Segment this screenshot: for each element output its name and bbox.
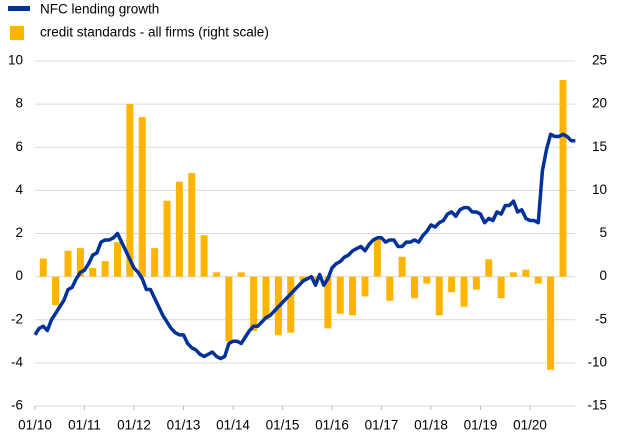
y2-tick-label: 25 <box>592 53 607 68</box>
bar <box>547 276 555 370</box>
bar <box>349 276 357 316</box>
bar <box>411 276 418 299</box>
legend-swatch-line <box>8 6 30 11</box>
bar <box>151 248 159 277</box>
x-tick-label: 01/19 <box>464 418 498 433</box>
y2-tick-label: 10 <box>592 182 607 197</box>
legend-label: NFC lending growth <box>40 2 159 17</box>
y-tick-label: 6 <box>15 139 23 154</box>
bar <box>225 276 233 342</box>
bar <box>423 276 431 284</box>
bar <box>336 276 344 314</box>
x-tick-label: 01/20 <box>513 418 547 433</box>
bar <box>250 276 258 331</box>
y2-tick-label: -15 <box>587 398 607 413</box>
y-tick-label: -4 <box>11 354 23 369</box>
y2-tick-label: 20 <box>592 96 607 111</box>
bar <box>559 79 567 277</box>
bar <box>361 276 369 297</box>
y2-tick-label: 0 <box>599 268 607 283</box>
bar <box>312 276 319 281</box>
x-tick-label: 01/13 <box>167 418 201 433</box>
bar <box>510 272 517 277</box>
x-tick-label: 01/12 <box>117 418 151 433</box>
y-tick-label: -2 <box>11 311 23 326</box>
bar <box>213 272 220 277</box>
bar <box>460 276 468 307</box>
y-tick-label: 8 <box>15 96 23 111</box>
y2-tick-label: -10 <box>587 354 607 369</box>
bar <box>175 181 183 277</box>
bar <box>188 173 196 277</box>
y-tick-label: 0 <box>15 268 23 283</box>
bar <box>534 276 542 284</box>
bar <box>472 276 480 290</box>
bar <box>324 276 332 329</box>
bar <box>76 248 84 277</box>
x-tick-label: 01/10 <box>18 418 52 433</box>
legend-label: credit standards - all firms (right scal… <box>40 25 269 40</box>
bar <box>52 276 60 306</box>
y-tick-label: 10 <box>8 53 23 68</box>
x-tick-label: 01/18 <box>414 418 448 433</box>
y-tick-label: -6 <box>11 398 23 413</box>
x-tick-label: 01/17 <box>365 418 399 433</box>
bar <box>373 239 381 277</box>
bar <box>485 259 493 277</box>
bar <box>39 258 47 277</box>
bar <box>497 276 505 299</box>
bar <box>101 261 109 277</box>
bar <box>522 269 530 277</box>
x-tick-label: 01/16 <box>315 418 349 433</box>
x-tick-label: 01/14 <box>216 418 250 433</box>
bar <box>114 242 121 277</box>
y-tick-label: 2 <box>15 225 23 240</box>
bar <box>448 276 456 293</box>
y2-tick-label: 5 <box>599 225 607 240</box>
y2-tick-label: -5 <box>595 311 607 326</box>
bar <box>200 235 208 277</box>
y2-tick-label: 15 <box>592 139 607 154</box>
y-tick-label: 4 <box>15 182 23 197</box>
x-tick-label: 01/11 <box>68 418 101 433</box>
bar <box>138 117 146 277</box>
line <box>33 132 576 361</box>
bar <box>89 268 97 277</box>
bar <box>262 276 270 320</box>
bar <box>435 276 443 316</box>
bar <box>287 276 295 333</box>
legend-swatch-bar <box>10 26 24 40</box>
bar <box>163 200 171 277</box>
x-tick-label: 01/15 <box>266 418 300 433</box>
bar <box>64 250 72 277</box>
bar <box>237 272 245 277</box>
bar <box>386 276 394 301</box>
bar <box>398 256 406 277</box>
bar <box>126 104 134 277</box>
bar <box>299 276 307 281</box>
